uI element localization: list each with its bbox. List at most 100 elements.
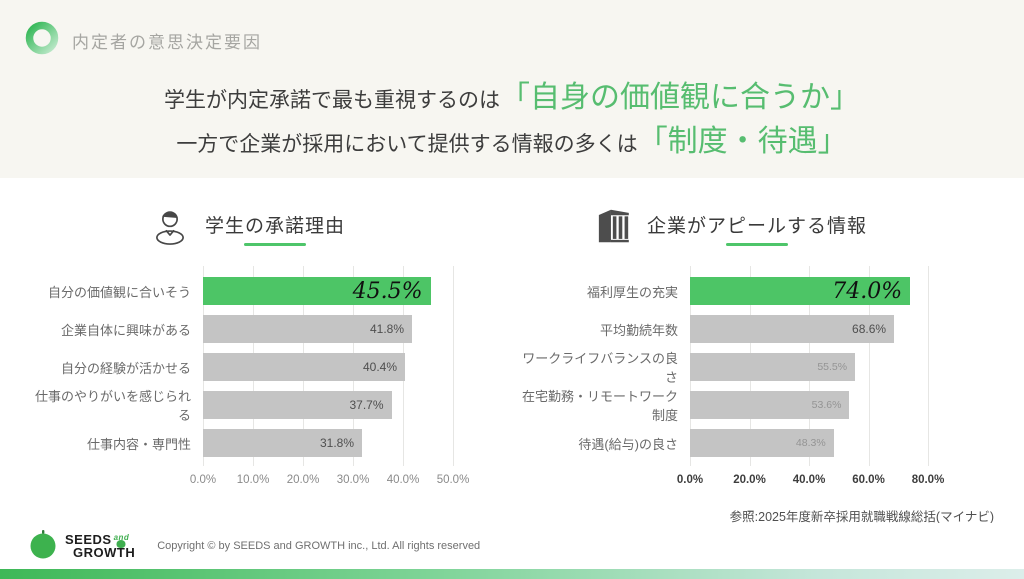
headline-line2-highlight: 「制度・待遇」 bbox=[637, 124, 848, 158]
value-label: 45.5% bbox=[352, 278, 423, 304]
category-label: 仕事内容・専門性 bbox=[86, 436, 191, 452]
seeds-growth-logo: SEEDS and GROW T H bbox=[28, 528, 135, 565]
bar-row: 仕事のやりがいを感じられる 37.7% bbox=[28, 386, 466, 424]
logo-tree-t: T bbox=[116, 540, 126, 559]
students-chart: 学生の承諾理由 自分の価値観に合いそう 45.5% 企業自体に興味がある 41.8% 自… bbox=[28, 202, 469, 490]
logo-text: SEEDS and GROW T H bbox=[65, 531, 136, 560]
category-label: 待遇(給与)の良さ bbox=[578, 436, 678, 452]
bar-rows: 自分の価値観に合いそう 45.5% 企業自体に興味がある 41.8% 自分の経験が活かせ… bbox=[28, 272, 466, 462]
category-label: 自分の価値観に合いそう bbox=[47, 284, 191, 300]
value-label: 31.8% bbox=[319, 436, 354, 450]
value-label: 40.4% bbox=[362, 360, 397, 374]
value-label: 53.6% bbox=[811, 399, 842, 411]
gridline bbox=[453, 266, 454, 466]
logo-word-grow: GROW bbox=[73, 545, 117, 560]
bar-row: 平均勤続年数 68.6% bbox=[522, 310, 936, 348]
students-chart-header: 学生の承諾理由 bbox=[28, 202, 466, 254]
axis-tick-label: 60.0% bbox=[852, 474, 885, 486]
bar-fill: 48.3% bbox=[690, 429, 834, 457]
bar-rows: 福利厚生の充実 74.0% 平均勤続年数 68.6% ワークライフバランスの良さ 55.5… bbox=[522, 272, 936, 462]
bar-track: 45.5% bbox=[203, 277, 453, 305]
bottom-accent-bar bbox=[0, 569, 1024, 579]
bar-row: 企業自体に興味がある 41.8% bbox=[28, 310, 466, 348]
category-label: 平均勤続年数 bbox=[599, 322, 678, 338]
value-label: 68.6% bbox=[852, 322, 887, 336]
logo-word-seeds: SEEDS bbox=[65, 531, 112, 547]
page-title: 内定者の意思決定要因 bbox=[72, 33, 262, 52]
company-chart: 企業がアピールする情報 福利厚生の充実 74.0% 平均勤続年数 68.6% ワークライ… bbox=[522, 202, 944, 490]
slide-header: 内定者の意思決定要因 bbox=[24, 20, 262, 61]
tree-icon bbox=[116, 540, 126, 548]
students-chart-title: 学生の承諾理由 bbox=[204, 215, 345, 237]
bar-fill: 74.0% bbox=[690, 277, 911, 305]
bar-fill: 37.7% bbox=[203, 391, 392, 419]
charts-section: 学生の承諾理由 自分の価値観に合いそう 45.5% 企業自体に興味がある 41.8% 自… bbox=[0, 178, 1024, 525]
logo-word-h: H bbox=[125, 545, 136, 560]
value-label: 41.8% bbox=[369, 322, 404, 336]
bar-row: 在宅勤務・リモートワーク制度 53.6% bbox=[522, 386, 936, 424]
logo-word-and: and bbox=[113, 532, 130, 542]
title-underline bbox=[243, 242, 306, 246]
brand-ring-icon bbox=[24, 20, 60, 61]
x-axis: 0.0% 10.0% 20.0% 30.0% 40.0% 50.0% bbox=[190, 474, 469, 490]
bar-fill: 53.6% bbox=[690, 391, 850, 419]
bar-track: 31.8% bbox=[203, 429, 453, 457]
headline-line1: 学生が内定承諾で最も重視するのは「自身の価値観に合うか」 bbox=[0, 76, 1024, 120]
bar-track: 48.3% bbox=[690, 429, 928, 457]
bar-row: 自分の価値観に合いそう 45.5% bbox=[28, 272, 466, 310]
logo-apple-icon bbox=[28, 528, 58, 565]
bar-track: 74.0% bbox=[690, 277, 928, 305]
category-label: ワークライフバランスの良さ bbox=[522, 351, 678, 385]
bar-fill: 55.5% bbox=[690, 353, 856, 381]
axis-tick-label: 30.0% bbox=[336, 474, 370, 486]
headline-line2: 一方で企業が採用において提供する情報の多くは「制度・待遇」 bbox=[0, 120, 1024, 164]
bar-row: 自分の経験が活かせる 40.4% bbox=[28, 348, 466, 386]
axis-tick-label: 40.0% bbox=[386, 474, 420, 486]
value-label: 48.3% bbox=[795, 437, 826, 449]
bar-track: 40.4% bbox=[203, 353, 453, 381]
top-band: 内定者の意思決定要因 学生が内定承諾で最も重視するのは「自身の価値観に合うか」 … bbox=[0, 0, 1024, 178]
bar-row: 福利厚生の充実 74.0% bbox=[522, 272, 936, 310]
axis-tick-label: 0.0% bbox=[676, 474, 704, 486]
bar-fill: 41.8% bbox=[203, 315, 412, 343]
source-reference: 参照:2025年度新卒採用就職戦線総括(マイナビ) bbox=[729, 510, 994, 524]
title-underline bbox=[725, 242, 788, 246]
bar-row: 待遇(給与)の良さ 48.3% bbox=[522, 424, 936, 462]
headline-line1-highlight: 「自身の価値観に合うか」 bbox=[500, 81, 860, 114]
category-label: 企業自体に興味がある bbox=[60, 322, 191, 338]
category-label: 在宅勤務・リモートワーク制度 bbox=[522, 389, 679, 423]
bar-track: 53.6% bbox=[690, 391, 928, 419]
gridline bbox=[868, 266, 870, 466]
axis-tick-label: 0.0% bbox=[189, 474, 217, 486]
copyright-text: Copyright © by SEEDS and GROWTH inc., Lt… bbox=[157, 540, 481, 552]
axis-tick-label: 40.0% bbox=[792, 474, 826, 486]
bar-fill: 40.4% bbox=[203, 353, 405, 381]
bar-row: ワークライフバランスの良さ 55.5% bbox=[522, 348, 936, 386]
axis-tick-label: 20.0% bbox=[286, 474, 320, 486]
headline-line2-normal: 一方で企業が採用において提供する情報の多くは bbox=[176, 132, 638, 156]
value-label: 74.0% bbox=[832, 278, 903, 304]
students-icon bbox=[149, 205, 191, 252]
bar-fill: 31.8% bbox=[203, 429, 362, 457]
axis-tick-label: 10.0% bbox=[236, 474, 270, 486]
company-icon bbox=[591, 205, 633, 252]
bar-track: 37.7% bbox=[203, 391, 453, 419]
axis-tick-label: 50.0% bbox=[436, 474, 470, 486]
category-label: 仕事のやりがいを感じられる bbox=[34, 389, 191, 423]
axis-tick-label: 20.0% bbox=[733, 474, 766, 486]
bar-row: 仕事内容・専門性 31.8% bbox=[28, 424, 466, 462]
category-label: 福利厚生の充実 bbox=[586, 284, 678, 300]
value-label: 55.5% bbox=[817, 361, 848, 373]
axis-tick-label: 80.0% bbox=[911, 474, 945, 486]
bar-track: 68.6% bbox=[690, 315, 928, 343]
bar-track: 41.8% bbox=[203, 315, 453, 343]
category-label: 自分の経験が活かせる bbox=[60, 360, 191, 376]
headline-line1-normal: 学生が内定承諾で最も重視するのは bbox=[164, 89, 500, 112]
company-chart-header: 企業がアピールする情報 bbox=[522, 202, 936, 254]
value-label: 37.7% bbox=[349, 398, 384, 412]
bar-fill: 45.5% bbox=[203, 277, 431, 305]
bar-track: 55.5% bbox=[690, 353, 928, 381]
gridline bbox=[928, 266, 929, 466]
x-axis: 0.0% 20.0% 40.0% 60.0% 80.0% bbox=[677, 474, 944, 490]
